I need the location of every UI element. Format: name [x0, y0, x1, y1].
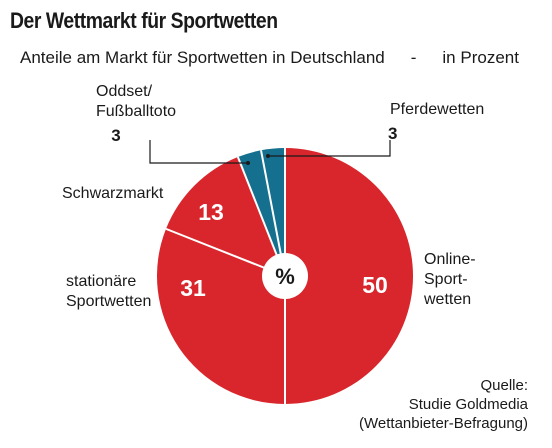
source-line2: Studie Goldmedia — [408, 396, 528, 413]
source-line1: Quelle: — [480, 377, 528, 394]
label-stationaer: stationäre Sportwetten — [66, 272, 151, 312]
unit-label: in Prozent — [442, 48, 519, 67]
label-oddset-line1: Oddset/ — [96, 83, 153, 100]
pie-slice-online-sportwetten — [285, 148, 413, 404]
label-pferde: Pferdewetten 3 — [388, 100, 485, 144]
chart-subtitle: Anteile am Markt für Sportwetten in Deut… — [20, 48, 519, 68]
center-circle — [262, 253, 308, 299]
pie-slice-schwarzmarkt — [165, 156, 285, 276]
oddset-leader-line — [149, 140, 248, 164]
pferde-leader-dot — [266, 154, 270, 158]
label-schwarzmarkt: Schwarzmarkt — [62, 185, 164, 202]
slice-label-schwarzmarkt: 13 — [198, 199, 224, 225]
label-online: Online- Sport- wetten — [424, 250, 476, 310]
label-online-line1: Online- — [424, 251, 476, 268]
slice-label-online: 50 — [362, 272, 388, 298]
slice-label-stationaer: 31 — [180, 275, 206, 301]
pferde-leader-line — [268, 140, 391, 157]
label-oddset-line2: Fußballtoto — [96, 103, 177, 120]
label-stationaer-line2: Sportwetten — [66, 293, 152, 310]
label-pferde-value: 3 — [388, 124, 398, 143]
label-online-line3: wetten — [424, 291, 472, 308]
source-line3: (Wettanbieter-Befragung) — [359, 415, 528, 432]
center-percent-symbol: % — [275, 264, 295, 289]
chart-title: Der Wettmarkt für Sportwetten — [10, 8, 278, 33]
pie-slice-stationäre-sportwetten — [156, 228, 285, 404]
label-stationaer-line1: stationäre — [66, 273, 137, 290]
label-pferde-text: Pferdewetten — [390, 101, 485, 118]
label-online-line2: Sport- — [424, 271, 468, 288]
label-oddset-value: 3 — [111, 126, 121, 145]
source-note: Quelle: Studie Goldmedia (Wettanbieter-B… — [359, 376, 528, 433]
subtitle-text: Anteile am Markt für Sportwetten in Deut… — [20, 48, 385, 67]
subtitle-separator: - — [410, 48, 417, 67]
oddset-leader-dot — [246, 161, 250, 165]
label-oddset: Oddset/ Fußballtoto 3 — [96, 82, 176, 146]
